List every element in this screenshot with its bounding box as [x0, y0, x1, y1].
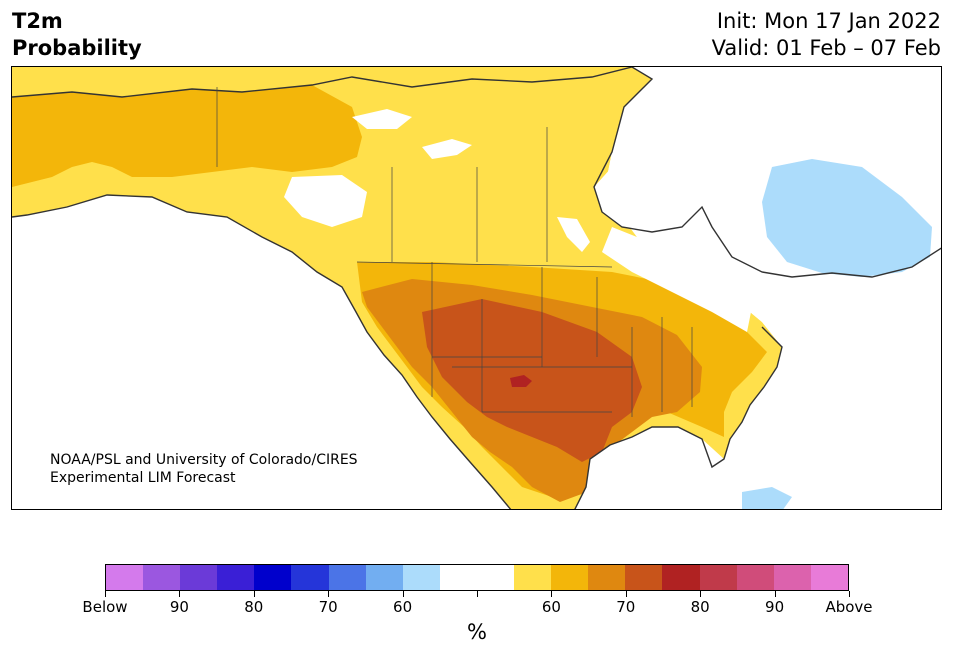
valid-dates: Valid: 01 Feb – 07 Feb	[711, 36, 941, 60]
colorbar-label: 80	[244, 598, 264, 616]
date-info: Init: Mon 17 Jan 2022 Valid: 01 Feb – 07…	[712, 8, 941, 62]
colorbar-label: 70	[616, 598, 636, 616]
ocean-gulf	[575, 427, 712, 509]
borders	[216, 87, 693, 417]
ocean-pacific	[12, 195, 511, 509]
colorbar-tick	[179, 591, 181, 597]
hudson-bay	[594, 157, 702, 232]
colorbar-segment	[365, 565, 403, 590]
region-cold-quebec	[762, 159, 932, 277]
colorbar-tick	[477, 591, 478, 597]
region-cold-caribbean	[742, 487, 792, 509]
forecast-map: NOAA/PSL and University of Colorado/CIRE…	[11, 66, 942, 510]
colorbar-segment	[551, 565, 589, 590]
great-slave-lake	[422, 139, 472, 159]
colorbar-segment	[439, 565, 477, 590]
colorbar-tick	[105, 591, 106, 597]
colorbar-label: 90	[765, 598, 785, 616]
colorbar-segment	[254, 565, 292, 590]
region-75	[510, 375, 532, 387]
colorbar-segment	[810, 565, 848, 590]
colorbar-segment	[625, 565, 663, 590]
colorbar-tick	[551, 591, 553, 597]
region-neutral-west	[284, 175, 367, 227]
colorbar-label: 80	[690, 598, 710, 616]
colorbar-label: Below	[82, 598, 128, 616]
colorbar-tick	[700, 591, 702, 597]
colorbar-segment	[291, 565, 329, 590]
credit-text: NOAA/PSL and University of Colorado/CIRE…	[50, 451, 358, 487]
map-svg	[12, 67, 941, 509]
colorbar-segment	[402, 565, 440, 590]
colorbar-segment	[180, 565, 218, 590]
coastline	[12, 67, 941, 509]
colorbar-label: 60	[541, 598, 561, 616]
credit-line-1: NOAA/PSL and University of Colorado/CIRE…	[50, 452, 358, 468]
colorbar-segment	[328, 565, 366, 590]
colorbar-tick	[402, 591, 404, 597]
title-line-1: T2m	[12, 9, 63, 33]
init-date: Init: Mon 17 Jan 2022	[716, 9, 941, 33]
colorbar	[105, 564, 849, 591]
colorbar-segment	[217, 565, 255, 590]
region-70	[422, 299, 642, 462]
colorbar-tick	[625, 591, 627, 597]
colorbar-segment	[514, 565, 552, 590]
colorbar-segment	[143, 565, 181, 590]
colorbar-tick	[849, 591, 850, 597]
title-line-2: Probability	[12, 36, 142, 60]
colorbar-segment	[476, 565, 515, 590]
colorbar-label: Above	[825, 598, 873, 616]
colorbar-unit: %	[467, 620, 487, 644]
great-bear-lake	[352, 109, 412, 129]
colorbar-segment	[699, 565, 737, 590]
lake-winnipeg	[557, 217, 590, 252]
colorbar-segment	[106, 565, 144, 590]
colorbar-segment	[736, 565, 774, 590]
colorbar-tick	[774, 591, 776, 597]
colorbar-label: 70	[318, 598, 338, 616]
colorbar-segment	[662, 565, 700, 590]
credit-line-2: Experimental LIM Forecast	[50, 470, 236, 486]
map-title: T2m Probability	[12, 8, 142, 62]
region-neutral-great-lakes	[602, 227, 752, 332]
colorbar-segment	[588, 565, 626, 590]
colorbar-label: 60	[393, 598, 413, 616]
colorbar-ticks	[105, 591, 850, 599]
colorbar-label: 90	[169, 598, 189, 616]
colorbar-tick	[253, 591, 255, 597]
colorbar-tick	[328, 591, 330, 597]
colorbar-segment	[773, 565, 811, 590]
region-60-north	[12, 85, 362, 187]
